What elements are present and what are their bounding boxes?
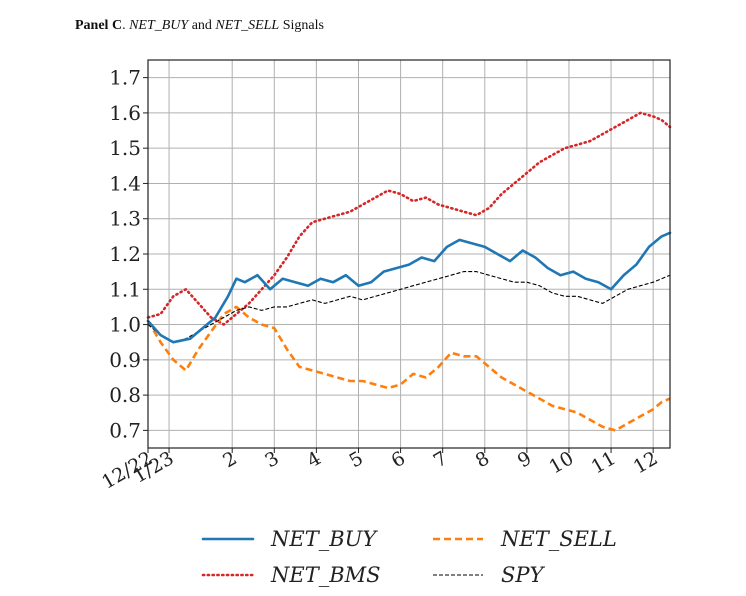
- panel-label: Panel C: [75, 18, 123, 33]
- x-tick-label: 2: [219, 447, 240, 472]
- y-axis: 0.7 0.8 0.9 1.0 1.1 1.2 1.3 1.4 1.5 1.6 1.7: [109, 66, 148, 442]
- caption-rest: Signals: [279, 18, 324, 33]
- grid: [147, 60, 670, 448]
- legend: NET_BUY NET_BMS NET_SELL SPY: [201, 527, 617, 587]
- legend-label: SPY: [501, 563, 546, 587]
- panel-caption: Panel C. NET_BUY and NET_SELL Signals: [75, 18, 324, 34]
- x-tick-label: 12: [630, 447, 662, 478]
- x-tick-label: 4: [303, 447, 324, 472]
- y-tick-label: 1.5: [109, 136, 141, 160]
- y-tick-label: 1.6: [109, 101, 141, 125]
- x-tick-label: 11: [588, 447, 620, 478]
- caption-sell: NET_SELL: [215, 18, 280, 33]
- x-tick-label: 7: [430, 447, 451, 472]
- y-tick-label: 1.2: [109, 242, 141, 266]
- caption-and: and: [188, 18, 216, 33]
- legend-label: NET_BMS: [270, 563, 381, 587]
- y-tick-label: 1.7: [109, 66, 141, 90]
- y-tick-label: 1.3: [109, 207, 141, 231]
- caption-sep: .: [122, 18, 130, 33]
- y-tick-label: 1.4: [109, 171, 141, 195]
- x-tick-label: 9: [514, 447, 535, 472]
- y-tick-label: 0.7: [109, 418, 141, 442]
- y-tick-label: 1.1: [109, 277, 141, 301]
- y-tick-label: 0.9: [109, 348, 141, 372]
- series-line-spy: [147, 271, 671, 343]
- y-tick-label: 1.0: [109, 313, 141, 337]
- series-line-net-buy: [146, 231, 672, 344]
- series-line-net-sell: [146, 305, 671, 432]
- caption-buy: NET_BUY: [129, 18, 189, 33]
- x-tick-label: 10: [546, 447, 578, 478]
- legend-label: NET_BUY: [270, 527, 378, 551]
- legend-label: NET_SELL: [500, 527, 617, 551]
- x-tick-label: 3: [261, 447, 282, 472]
- series-line-net-bms: [146, 111, 672, 326]
- x-axis: 12/221/23 2 3 4 5 6 7 8 9 10 11 12: [98, 447, 662, 493]
- series-layer: [146, 111, 672, 432]
- y-tick-label: 0.8: [109, 383, 141, 407]
- x-tick-label: 6: [388, 447, 409, 472]
- x-tick-label: 8: [472, 447, 493, 472]
- x-tick-label: 5: [346, 447, 367, 472]
